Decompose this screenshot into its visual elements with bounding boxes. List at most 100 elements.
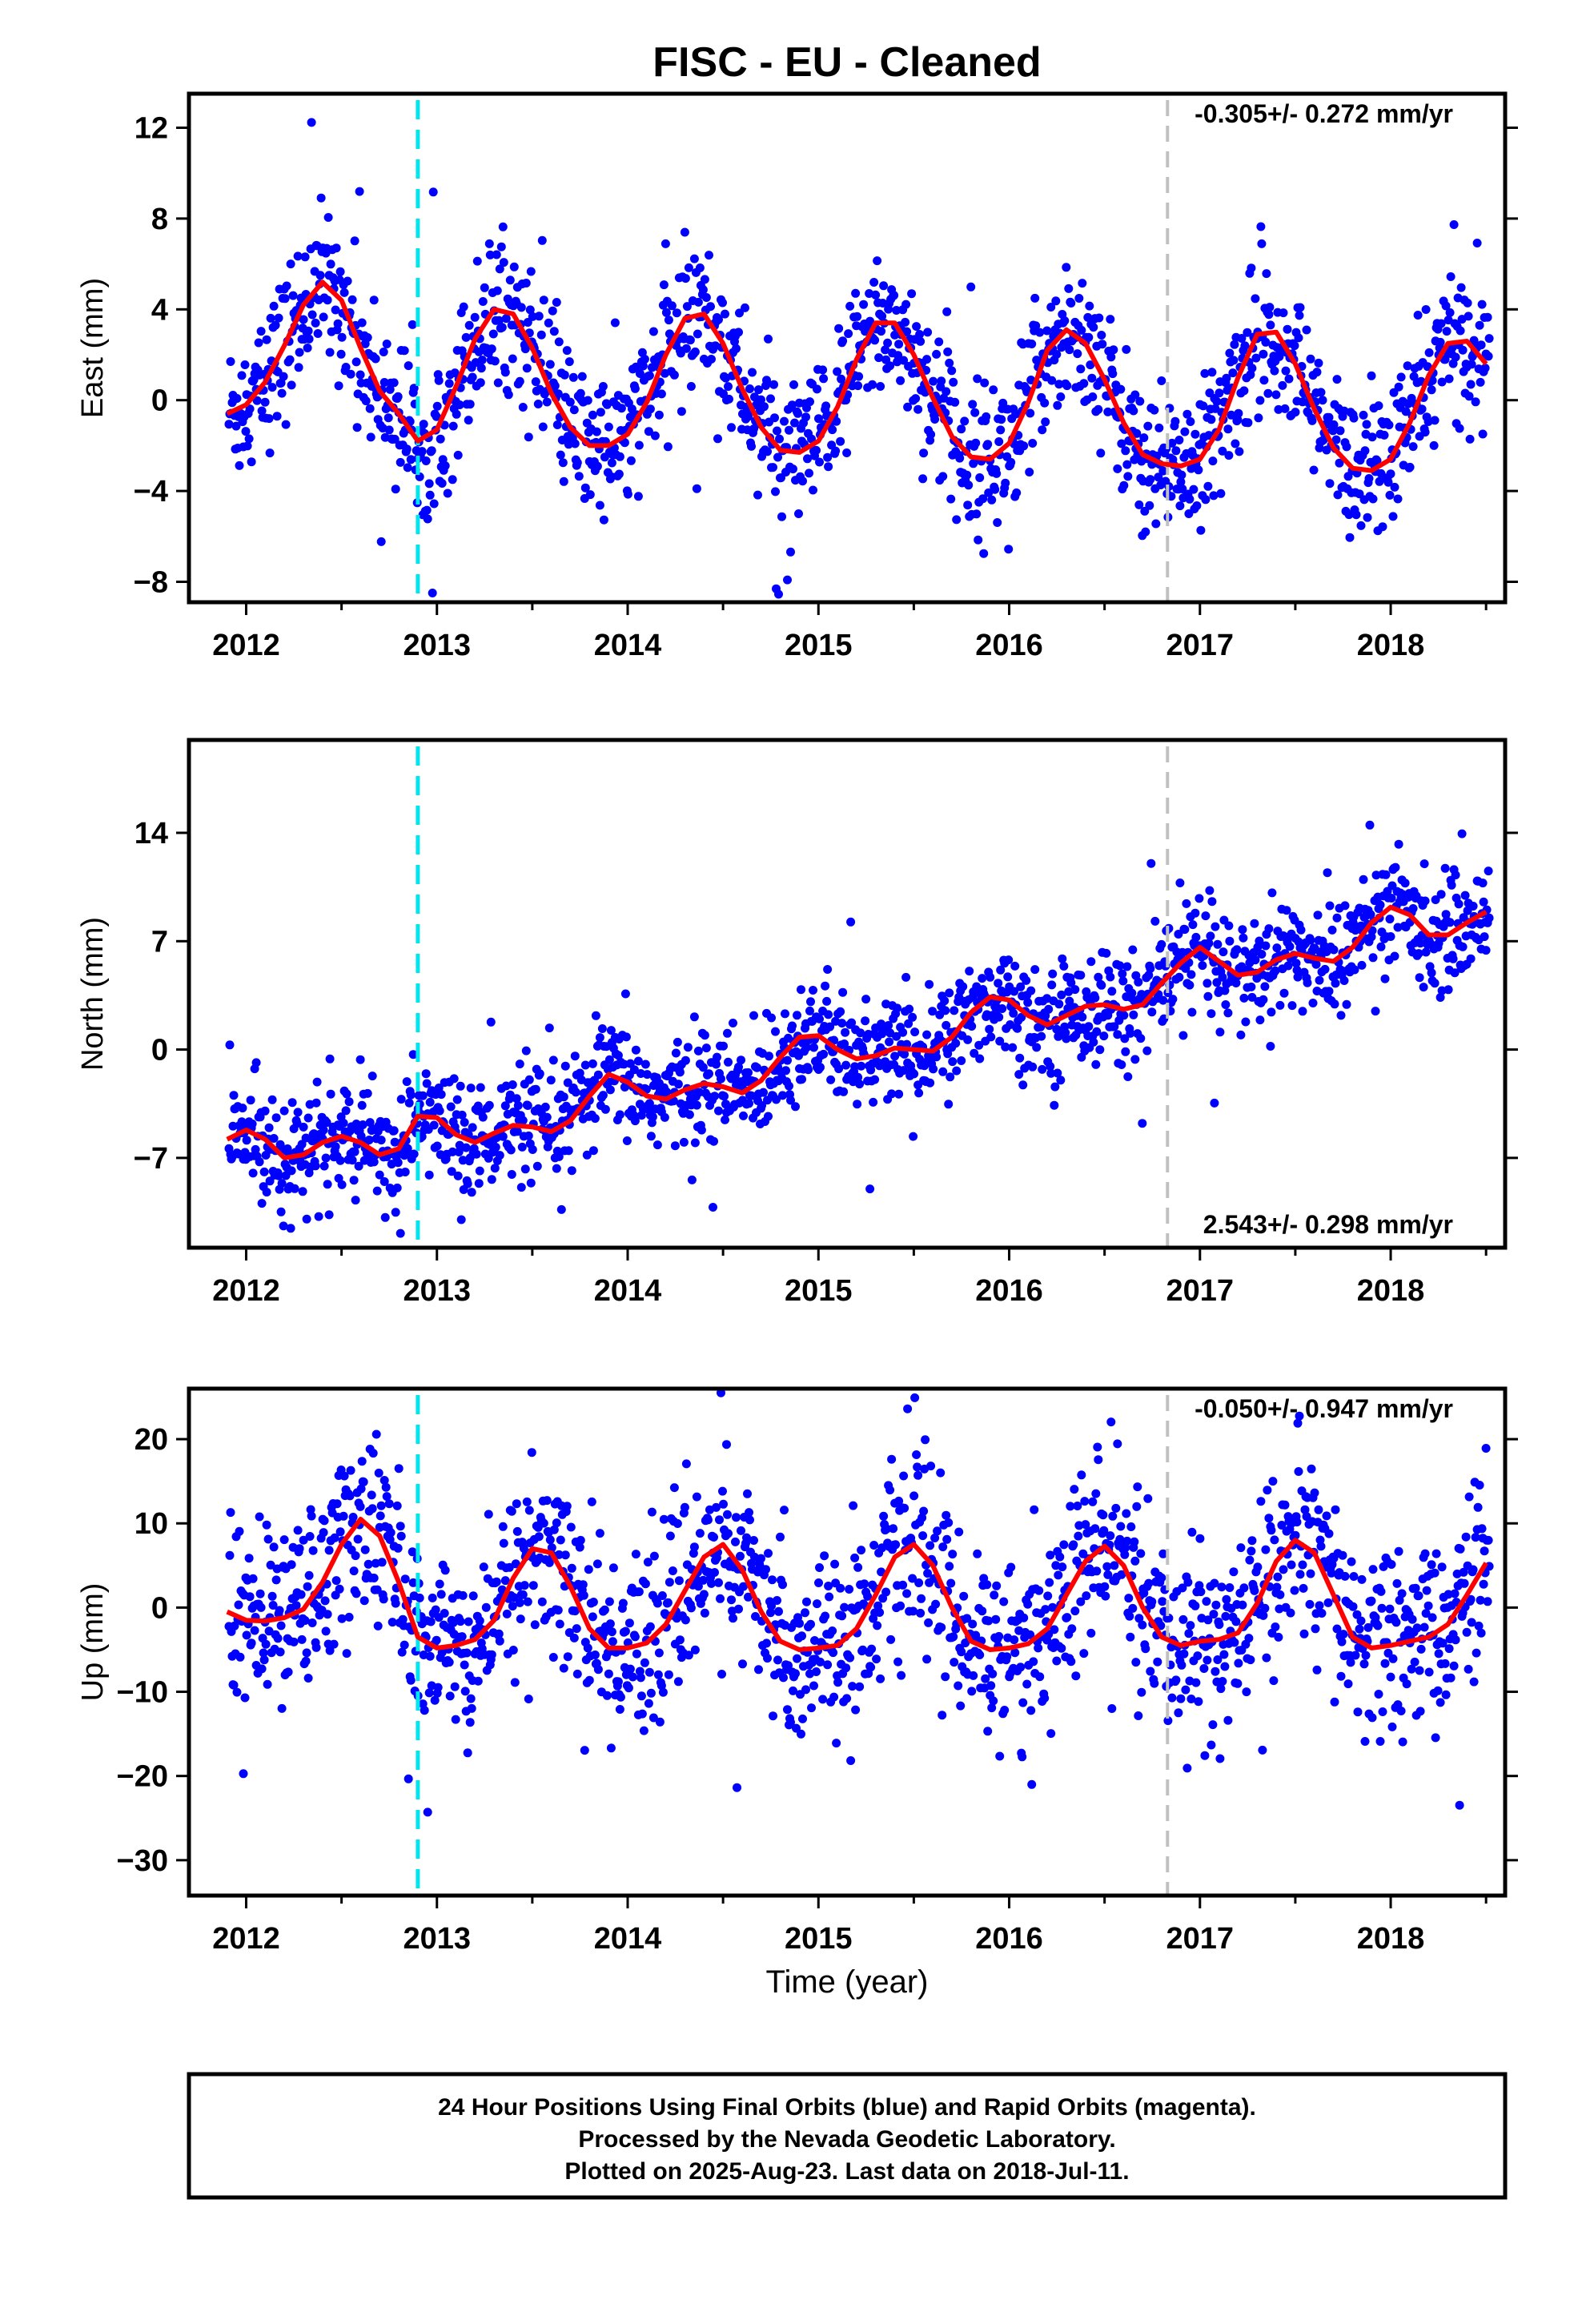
data-point <box>1209 491 1219 501</box>
data-point <box>224 420 234 429</box>
data-point <box>809 1681 818 1691</box>
data-point <box>528 1581 538 1590</box>
y-tick-label: 4 <box>151 293 168 327</box>
data-point <box>923 328 933 337</box>
data-point <box>1027 340 1037 348</box>
data-point <box>1066 299 1076 308</box>
data-point <box>567 1563 576 1573</box>
data-point <box>1196 1587 1206 1597</box>
data-point <box>1280 1500 1290 1510</box>
data-point <box>1484 866 1493 876</box>
data-point <box>1134 977 1143 987</box>
data-point <box>779 1673 788 1683</box>
data-point <box>1054 999 1064 1009</box>
data-point <box>720 1092 729 1101</box>
data-point <box>286 259 295 269</box>
data-point <box>1223 424 1233 434</box>
data-point <box>237 371 247 380</box>
data-point <box>747 441 756 451</box>
data-point <box>1348 1602 1358 1611</box>
data-point <box>1401 407 1411 416</box>
data-point <box>898 1580 908 1590</box>
data-point <box>584 1675 594 1685</box>
data-point <box>1278 380 1287 390</box>
data-point <box>948 1057 958 1067</box>
data-point <box>837 1019 847 1028</box>
data-point <box>838 336 848 346</box>
data-point <box>539 1518 548 1528</box>
data-point <box>545 1535 555 1545</box>
data-point <box>789 464 797 474</box>
data-point <box>385 384 395 394</box>
data-point <box>384 1499 394 1509</box>
data-point <box>555 1619 564 1629</box>
data-point <box>396 1522 405 1531</box>
data-point <box>951 1039 961 1048</box>
data-point <box>1086 957 1096 967</box>
data-point <box>1195 1534 1205 1543</box>
data-point <box>823 1660 833 1670</box>
data-point <box>271 1113 281 1123</box>
data-point <box>402 444 412 454</box>
data-point <box>1130 1556 1140 1566</box>
data-point <box>304 1570 314 1580</box>
data-point <box>1207 415 1216 424</box>
data-point <box>877 312 887 321</box>
data-point <box>764 1112 773 1121</box>
data-points <box>224 1388 1494 1817</box>
data-point <box>240 1693 250 1703</box>
data-point <box>972 509 982 519</box>
data-point <box>1332 375 1342 384</box>
data-point <box>909 1132 918 1141</box>
data-point <box>245 1592 255 1602</box>
data-point <box>1048 969 1058 979</box>
data-point <box>705 251 713 260</box>
data-point <box>1375 900 1385 910</box>
data-point <box>515 1059 524 1069</box>
data-point <box>785 425 793 435</box>
data-point <box>355 370 365 380</box>
data-point <box>663 1598 673 1607</box>
data-point <box>1141 527 1150 537</box>
data-point <box>732 1513 741 1522</box>
data-point <box>1139 433 1149 443</box>
data-point <box>357 318 367 328</box>
data-point <box>723 1028 732 1038</box>
data-point <box>531 377 540 387</box>
data-point <box>1451 1635 1460 1645</box>
data-point <box>1386 469 1395 479</box>
data-point <box>1266 320 1275 330</box>
data-point <box>510 1678 520 1687</box>
data-point <box>1330 1697 1339 1707</box>
data-point <box>861 995 871 1004</box>
data-point <box>1077 325 1086 335</box>
data-point <box>819 1049 829 1059</box>
data-point <box>1261 941 1271 951</box>
data-point <box>701 1043 711 1053</box>
data-point <box>1022 975 1031 985</box>
data-point <box>1373 1621 1383 1630</box>
x-tick-label: 2012 <box>212 1922 280 1956</box>
data-point <box>941 1006 950 1015</box>
data-point <box>570 1051 580 1061</box>
data-point <box>598 382 608 391</box>
data-point <box>845 301 855 311</box>
data-point <box>681 1459 691 1469</box>
data-point <box>240 360 250 369</box>
data-point <box>1023 998 1033 1007</box>
data-point <box>1215 1620 1224 1630</box>
data-point <box>604 1669 613 1679</box>
data-point <box>585 490 595 500</box>
data-point <box>887 1454 897 1464</box>
data-point <box>464 1617 473 1626</box>
data-point <box>1204 431 1214 440</box>
data-point <box>239 1769 248 1779</box>
data-point <box>919 448 929 458</box>
data-point <box>303 344 312 352</box>
data-point <box>1367 1596 1376 1606</box>
data-point <box>872 1655 881 1664</box>
data-point <box>812 1667 821 1676</box>
data-point <box>568 372 578 382</box>
data-point <box>1465 434 1475 444</box>
data-point <box>1447 880 1456 890</box>
